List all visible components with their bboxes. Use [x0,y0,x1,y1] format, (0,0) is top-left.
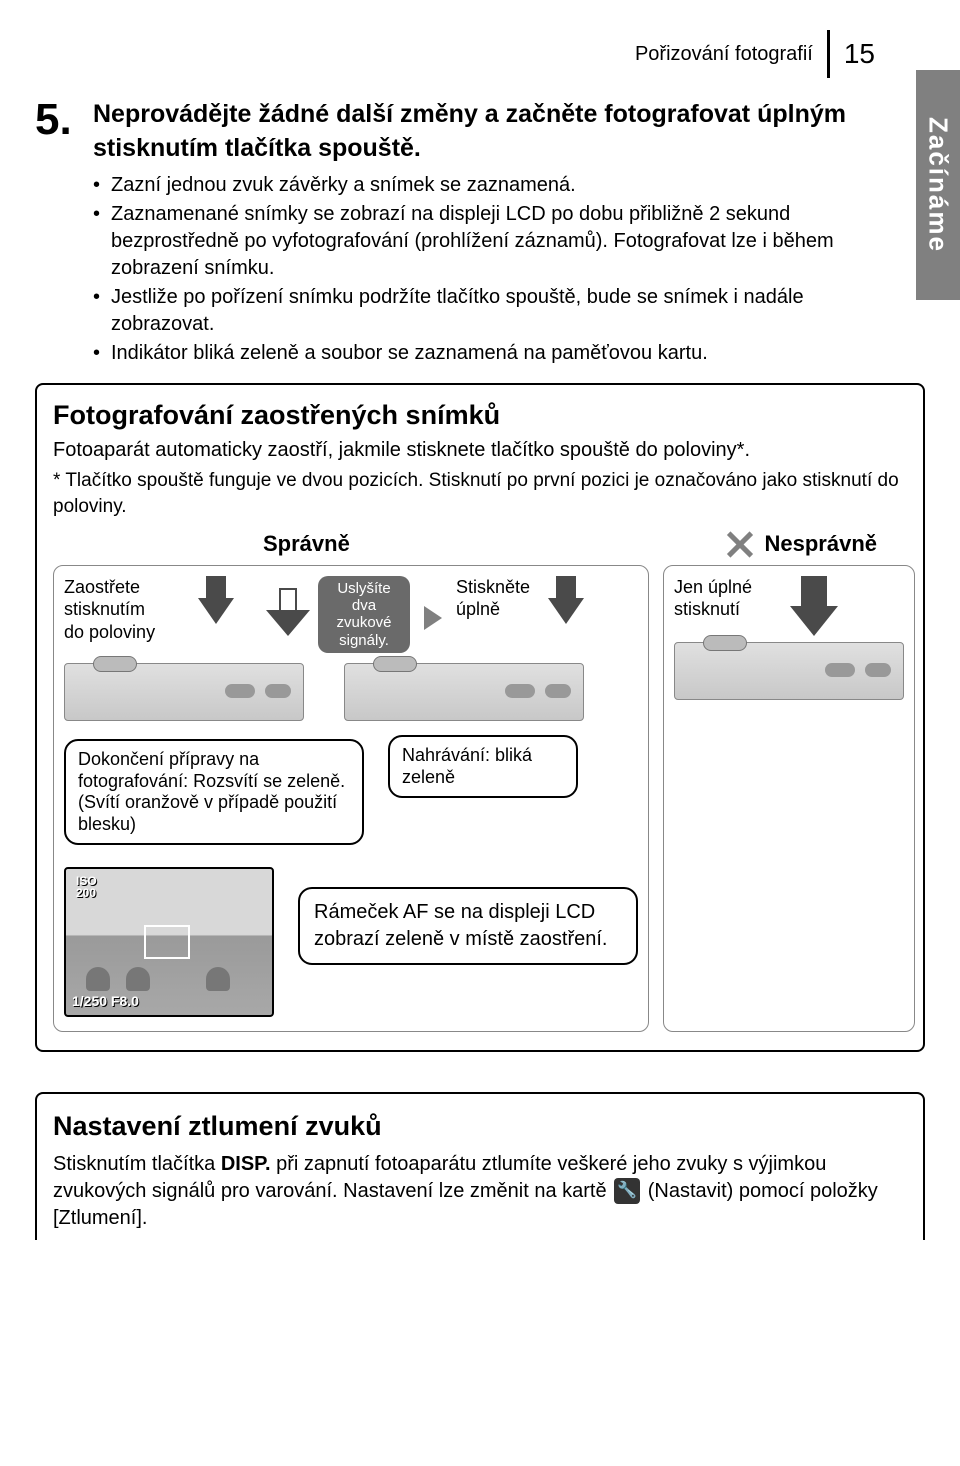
step-title: Neprovádějte žádné další změny a začněte… [93,98,885,166]
disp-label: DISP. [221,1153,271,1175]
panel2-title: Nastavení ztlumení zvuků [53,1108,907,1144]
focus-half-label: Zaostřete stisknutím do poloviny [64,576,164,644]
step-bullet: Zazní jednou zvuk závěrky a snímek se za… [93,172,885,199]
page-number: 15 [844,35,875,73]
callout-af-frame: Rámeček AF se na displeji LCD zobrazí ze… [298,887,638,965]
beep-bubble: Uslyšíte dva zvukové signály. [318,576,410,653]
step-bullet: Jestliže po pořízení snímku podržíte tla… [93,284,885,338]
arrow-down-icon [794,576,834,636]
press-full-label: Stiskněte úplně [456,576,536,621]
arrow-down-outline-icon [268,588,308,636]
panel-title: Fotografování zaostřených snímků [53,397,907,433]
panel-desc: Fotoaparát automaticky zaostří, jakmile … [53,437,907,464]
panel-focused-shots: Fotografování zaostřených snímků Fotoapa… [35,383,925,1053]
arrow-down-icon [196,576,236,624]
incorrect-label: Nesprávně [764,529,877,559]
page-header: Pořizování fotografií 15 [35,30,925,78]
section-name: Pořizování fotografií [635,41,813,68]
lcd-bar: 1/250 F8.0 [72,992,139,1011]
step-bullet: Zaznamenané snímky se zobrazí na displej… [93,201,885,282]
full-only-label: Jen úplné stisknutí [674,576,774,621]
panel-mute-sounds: Nastavení ztlumení zvuků Stisknutím tlač… [35,1092,925,1239]
correct-column: Zaostřete stisknutím do poloviny [53,565,649,1032]
lcd-preview: ISO200 1/250 F8.0 [64,867,274,1017]
iso-value: 200 [76,886,96,900]
panel2-body: Stisknutím tlačítka DISP. při zapnutí fo… [53,1151,907,1232]
callout-ready: Dokončení přípravy na fotografování: Roz… [64,739,364,845]
step-bullet: Indikátor bliká zeleně a soubor se zazna… [93,340,885,367]
camera-incorrect [674,642,904,700]
step-number: 5. [35,98,83,369]
triangle-right-icon [424,606,442,630]
callout-recording: Nahrávání: bliká zeleně [388,735,578,798]
camera-half-press [64,663,304,721]
af-box [144,925,190,959]
correct-label: Správně [263,529,350,559]
wrench-icon: 🔧 [614,1178,640,1204]
header-divider [827,30,830,78]
x-icon [726,530,754,558]
incorrect-column: Jen úplné stisknutí [663,565,915,1032]
camera-full-press [344,663,584,721]
side-tab: Začínáme [916,70,960,300]
panel-note: * Tlačítko spouště funguje ve dvou pozic… [53,468,907,519]
arrow-down-icon [546,576,586,624]
step-5: 5. Neprovádějte žádné další změny a začn… [35,98,885,369]
